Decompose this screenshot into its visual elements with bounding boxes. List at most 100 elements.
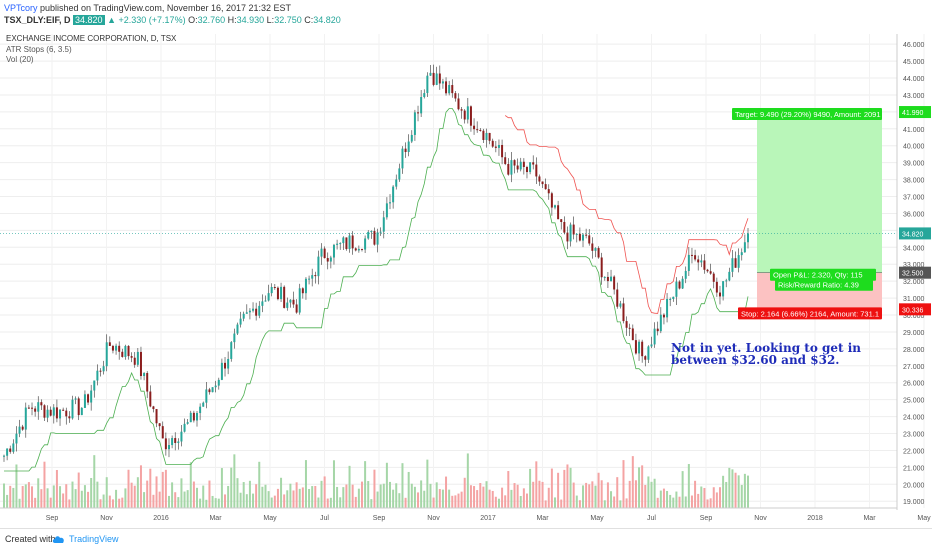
candle-body (304, 278, 307, 294)
candle-body (177, 441, 180, 443)
candle-body (547, 189, 550, 194)
volume-bar (385, 462, 388, 508)
candle-body (158, 423, 161, 427)
chart-area[interactable]: 46.00045.00044.00043.00042.00041.00040.0… (0, 34, 932, 526)
volume-bar (18, 498, 21, 508)
candle-body (423, 93, 426, 98)
candle-body (354, 248, 357, 251)
atr-support-line (4, 108, 749, 472)
volume-bar (49, 497, 52, 508)
open-pnl-label[interactable]: Open P&L: 2.320, Qty: 115 (773, 271, 863, 280)
target-label[interactable]: Target: 9.490 (29.20%) 9490, Amount: 209… (735, 110, 881, 119)
candle-body (317, 256, 320, 277)
candle-body (445, 81, 448, 94)
candle-body (690, 254, 693, 256)
candle-body (37, 402, 40, 412)
target-zone[interactable] (757, 112, 882, 273)
y-tick-label: 30.000 (903, 313, 925, 320)
volume-bar (189, 462, 192, 508)
candle-body (65, 410, 68, 417)
volume-bar (690, 495, 693, 508)
volume-bar (180, 478, 183, 508)
candle-body (491, 140, 494, 147)
volume-bar (40, 489, 43, 508)
legend-vol[interactable]: Vol (20) (6, 55, 34, 64)
candle-body (631, 328, 634, 341)
annotation-text[interactable]: Not in yet. Looking to get in between $3… (671, 342, 861, 366)
volume-bar (407, 471, 410, 508)
volume-bar (491, 490, 494, 508)
y-tick-label: 37.000 (903, 195, 925, 202)
candle-body (164, 438, 167, 450)
volume-bar (522, 488, 525, 508)
volume-bar (115, 489, 118, 508)
candle-body (298, 288, 301, 313)
volume-bar (413, 486, 416, 508)
candle-body (236, 324, 239, 334)
publisher-link[interactable]: VPTcory (4, 3, 38, 13)
candle-body (398, 168, 401, 180)
candle-body (242, 313, 245, 319)
volume-bar (725, 481, 728, 508)
volume-bar (314, 485, 317, 508)
candle-body (566, 232, 569, 242)
volume-bar (255, 484, 258, 508)
volume-bar (292, 490, 295, 508)
volume-bar (105, 477, 108, 508)
candle-body (485, 132, 488, 140)
close-value: 34.820 (313, 15, 341, 25)
volume-bar (672, 497, 675, 508)
candle-body (77, 398, 80, 416)
volume-bar (146, 480, 149, 508)
volume-bar (360, 481, 363, 508)
volume-bar (625, 498, 628, 508)
candle-body (666, 298, 669, 318)
volume-bar (37, 478, 40, 508)
candle-body (737, 255, 740, 268)
rr-label[interactable]: Risk/Reward Ratio: 4.39 (778, 281, 859, 290)
volume-bar (684, 496, 687, 508)
candle-body (59, 409, 62, 419)
volume-bar (96, 481, 99, 508)
volume-bar (74, 489, 77, 508)
candle-body (90, 390, 93, 403)
price-tag-target-bg (899, 106, 931, 119)
volume-bar (164, 469, 167, 508)
candle-body (550, 193, 553, 208)
price-chart[interactable]: 46.00045.00044.00043.00042.00041.00040.0… (0, 34, 932, 526)
candle-body (622, 303, 625, 322)
volume-bar (722, 475, 725, 508)
volume-bar (451, 495, 454, 508)
volume-bar (613, 496, 616, 508)
tradingview-brand[interactable]: TradingView (69, 534, 119, 544)
volume-bar (426, 459, 429, 508)
volume-bar (336, 486, 339, 508)
candle-body (99, 370, 102, 372)
publish-text: published on TradingView.com, November 1… (37, 3, 292, 13)
volume-bar (594, 485, 597, 508)
legend-atr[interactable]: ATR Stops (6, 3.5) (6, 45, 72, 54)
stop-label-bg (738, 307, 882, 320)
low-value: 32.750 (274, 15, 302, 25)
volume-bar (24, 484, 27, 508)
y-tick-label: 31.000 (903, 296, 925, 303)
volume-bar (124, 488, 127, 508)
volume-bar (734, 472, 737, 508)
volume-bar (15, 464, 18, 508)
volume-bar (258, 461, 261, 508)
volume-bar (192, 481, 195, 508)
candle-body (457, 98, 460, 110)
stop-label[interactable]: Stop: 2.164 (6.66%) 2164, Amount: 731.1 (741, 309, 879, 318)
volume-bar (700, 486, 703, 508)
candle-body (87, 394, 90, 403)
candle-body (217, 379, 220, 386)
candle-body (510, 160, 513, 175)
volume-bar (217, 498, 220, 508)
candle-body (407, 141, 410, 153)
candle-body (600, 257, 603, 278)
volume-bar (208, 480, 211, 508)
candle-body (694, 255, 697, 260)
volume-bar (298, 488, 301, 508)
volume-bar (283, 494, 286, 508)
candle-body (454, 93, 457, 99)
